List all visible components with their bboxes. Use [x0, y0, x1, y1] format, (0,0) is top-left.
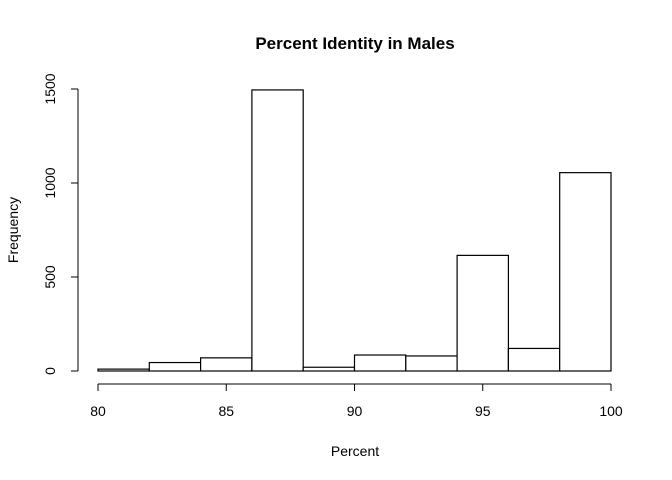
x-tick-label: 85	[218, 403, 234, 419]
x-tick-label: 100	[599, 403, 623, 419]
histogram-bar-5	[302, 366, 356, 372]
histogram-bar-4	[251, 89, 304, 372]
x-tick-label: 90	[347, 403, 363, 419]
histogram-bar-10	[559, 172, 612, 372]
y-tick-label: 1500	[42, 73, 58, 104]
y-axis: 0 500 1000 1500	[42, 73, 79, 375]
x-axis: 80 85 90 95 100	[90, 383, 623, 419]
x-tick-label: 95	[475, 403, 491, 419]
histogram-bar-9	[507, 347, 561, 372]
histogram-bar-6	[353, 354, 407, 372]
y-axis-label: Frequency	[5, 197, 21, 263]
histogram-bar-2	[148, 361, 202, 372]
y-tick-label: 0	[42, 367, 58, 375]
histogram-bar-7	[405, 355, 458, 372]
histogram-bar-1	[97, 368, 150, 372]
histogram-bar-3	[200, 357, 253, 372]
y-tick-label: 500	[42, 265, 58, 289]
x-tick-label: 80	[90, 403, 106, 419]
bars-group	[97, 89, 612, 372]
histogram-bar-8	[456, 254, 510, 372]
y-tick-label: 1000	[42, 167, 58, 198]
x-axis-label: Percent	[331, 443, 379, 459]
chart-title: Percent Identity in Males	[255, 34, 454, 53]
